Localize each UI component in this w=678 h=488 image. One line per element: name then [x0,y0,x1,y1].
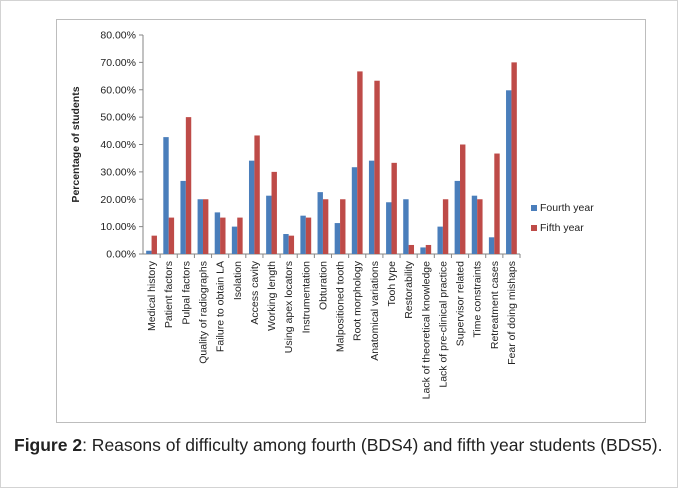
bar-fourth-year [488,237,495,254]
bar-fourth-year [454,180,461,254]
bar-fifth-year [168,217,175,254]
bar-fifth-year [202,199,209,254]
bar-fifth-year [408,244,415,254]
bar-fourth-year [197,199,203,254]
bar-fifth-year [322,199,329,254]
y-axis-title: Percentage of students [70,86,82,202]
x-category-label: Using apex locators [283,261,295,353]
x-category-label: Anatomical variations [369,261,381,361]
y-tick-label: 20.00% [100,194,136,206]
bar-fifth-year [305,217,312,254]
x-category-label: Retreatment cases [489,261,501,349]
bar-fifth-year [425,244,432,254]
bar-fourth-year [368,160,375,254]
bar-fourth-year [231,226,238,254]
y-tick-label: 80.00% [100,30,136,42]
bar-fourth-year [506,90,512,254]
figure-caption: Figure 2: Reasons of difficulty among fo… [14,433,666,458]
bar-fourth-year [163,137,169,254]
x-category-label: Tooh type [386,261,398,307]
bar-fourth-year [334,223,341,254]
bar-fourth-year [317,192,323,254]
x-category-label: Medical history [146,260,158,331]
bar-fifth-year [511,62,517,254]
bar-fourth-year [180,180,186,254]
bar-fifth-year [220,217,226,254]
bar-fourth-year [300,215,306,254]
x-category-label: Lack of theoretical knowledge [420,261,432,399]
bar-fifth-year [237,217,243,254]
bar-fourth-year [351,167,358,254]
bar-fourth-year [403,199,409,254]
bar-fourth-year [266,195,272,254]
bar-fifth-year [340,199,346,254]
bar-fourth-year [437,226,443,254]
bar-fifth-year [185,117,192,254]
y-tick-label: 70.00% [100,57,136,69]
bar-fourth-year [214,212,221,254]
x-category-label: Malpositioned tooth [335,261,347,352]
bar-fourth-year [146,250,152,254]
x-category-label: Root morphology [352,260,364,341]
bar-fifth-year [151,235,157,254]
legend-label: Fourth year [540,202,594,214]
x-category-label: Fear of doing mishaps [506,261,518,365]
bar-fifth-year [357,71,363,254]
bar-fifth-year [477,199,483,254]
legend-label: Fifth year [540,222,584,234]
y-tick-label: 40.00% [100,139,136,151]
x-category-label: Access cavity [249,260,261,324]
chart-area: 0.00% 10.00% 20.00% 30.00% 40.00% 50.00% 60.00… [56,19,646,423]
caption-label: Figure 2 [14,435,83,455]
legend-swatch [531,225,537,231]
x-category-label: Lack of pre-clinical practice [437,261,449,388]
bar-fifth-year [271,171,277,254]
legend-swatch [531,205,537,211]
bar-fifth-year [494,153,500,254]
x-category-label: Patient factors [163,261,175,328]
bar-fourth-year [283,234,289,254]
y-tick-label: 30.00% [100,166,136,178]
y-tick-label: 50.00% [100,112,136,124]
bar-fourth-year [471,195,478,254]
x-category-label: Obturation [317,261,329,310]
bar-chart: 0.00% 10.00% 20.00% 30.00% 40.00% 50.00% 60.00… [70,30,594,400]
bar-fifth-year [254,135,260,254]
bar-fourth-year [248,160,255,254]
y-tick-label: 0.00% [106,249,136,261]
bar-fifth-year [460,144,466,254]
y-tick-label: 60.00% [100,84,136,96]
bar-fifth-year [442,199,449,254]
y-tick-label: 10.00% [100,221,136,233]
caption-text: : Reasons of difficulty among fourth (BD… [82,435,663,455]
x-category-label: Quality of radiographs [197,261,209,364]
bar-fifth-year [374,80,380,254]
bar-fifth-year [288,235,295,254]
x-category-label: Isolation [232,261,244,300]
x-category-label: Working length [266,261,278,331]
x-category-label: Supervisor related [455,261,467,346]
bar-fifth-year [391,162,397,254]
x-category-label: Restorability [403,260,415,319]
x-category-label: Time constraints [472,261,484,338]
bar-fourth-year [386,202,392,254]
bar-fourth-year [420,247,426,254]
x-category-label: Pulpal factors [180,261,192,325]
x-category-label: Failure to obtain LA [215,261,227,352]
x-category-label: Instrumentation [300,261,312,334]
